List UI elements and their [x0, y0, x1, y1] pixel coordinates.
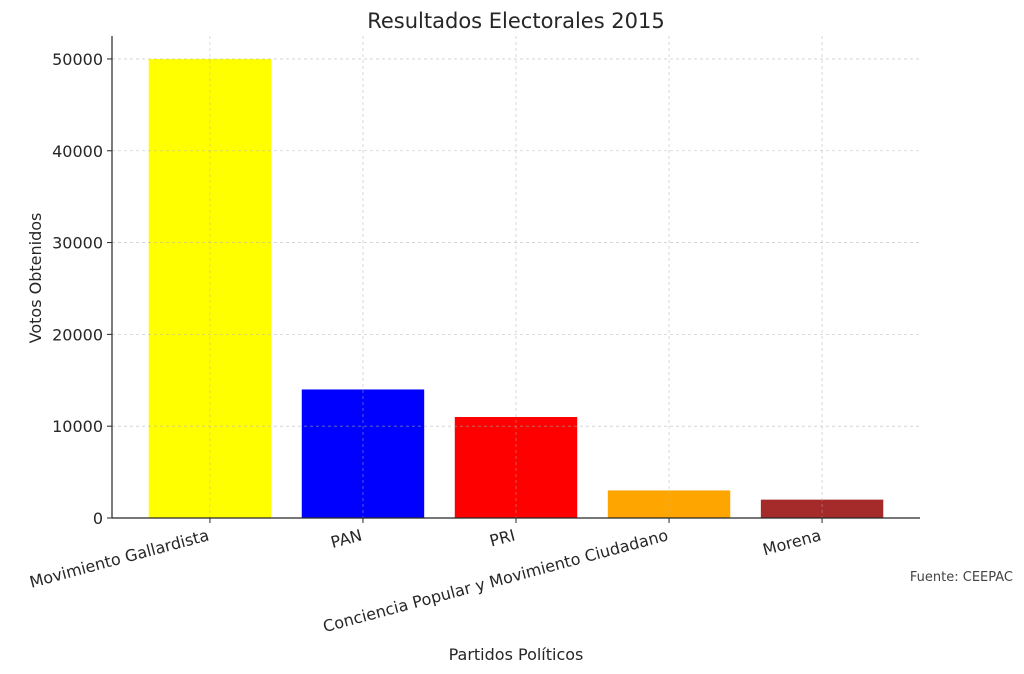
bars: [148, 58, 884, 518]
x-tick-label: Morena: [761, 526, 823, 560]
bar-4: [760, 499, 884, 518]
y-tick-label: 0: [93, 509, 103, 528]
y-tick-label: 10000: [52, 417, 103, 436]
y-tick-label: 40000: [52, 142, 103, 161]
x-axis-label: Partidos Políticos: [449, 645, 584, 664]
x-tick-label: PAN: [329, 526, 364, 553]
y-tick-label: 50000: [52, 50, 103, 69]
x-tick-label: PRI: [488, 526, 518, 551]
y-tick-label: 30000: [52, 234, 103, 253]
source-annotation: Fuente: CEEPAC: [910, 570, 1013, 585]
chart-title: Resultados Electorales 2015: [367, 9, 665, 33]
y-tick-label: 20000: [52, 325, 103, 344]
x-tick-label: Movimiento Gallardista: [27, 526, 211, 592]
y-axis-label: Votos Obtenidos: [26, 213, 45, 344]
grid-overlay: [112, 36, 920, 518]
